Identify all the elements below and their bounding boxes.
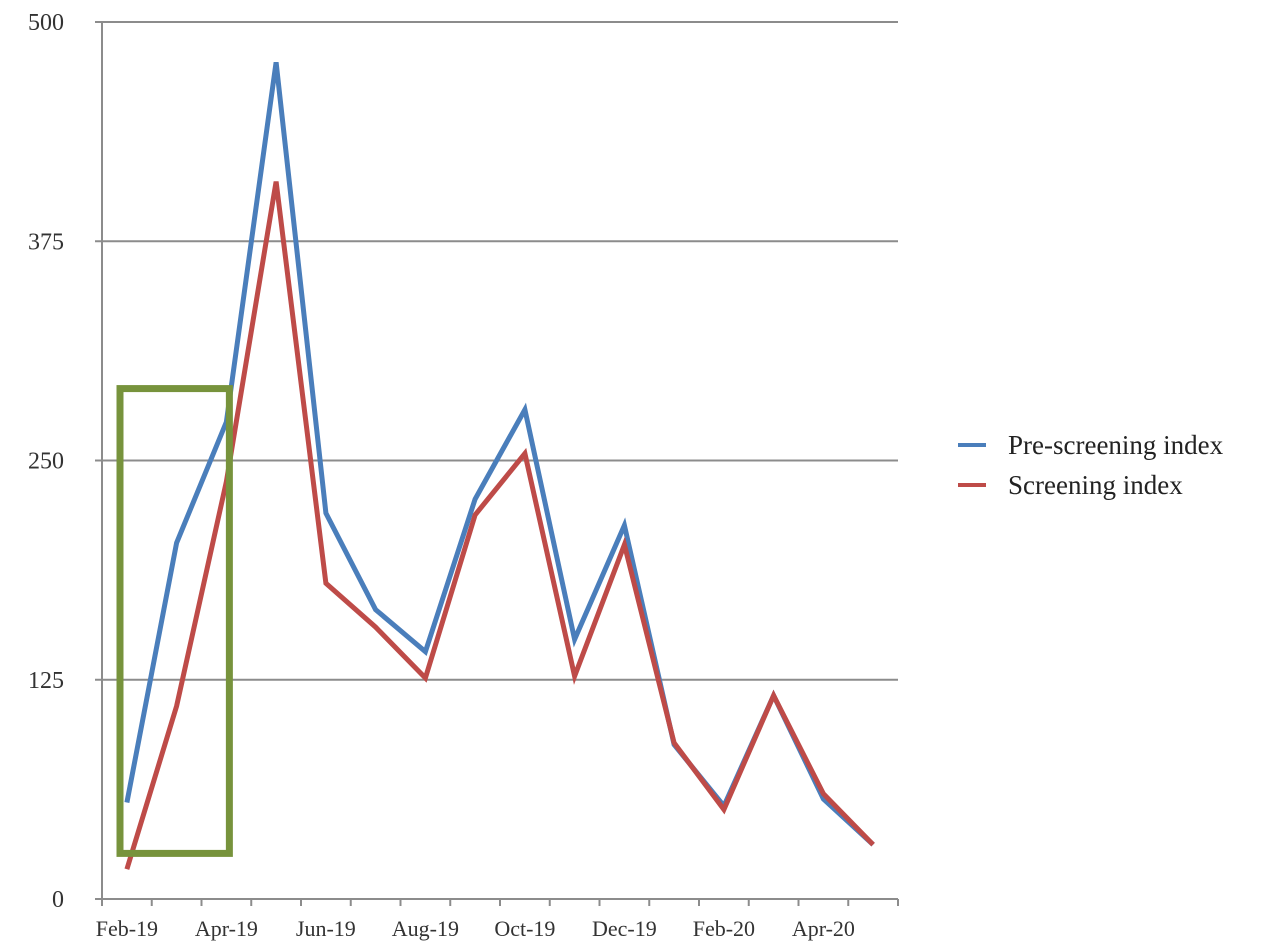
highlight-box <box>116 385 233 857</box>
legend-swatch-pre-screening <box>958 443 986 447</box>
legend-item-pre-screening: Pre-screening index <box>958 425 1223 465</box>
y-tick-label: 500 <box>28 10 64 36</box>
x-tick-label: Oct-19 <box>494 916 555 941</box>
x-tick-label: Apr-19 <box>195 916 258 941</box>
x-tick-label: Dec-19 <box>592 916 657 941</box>
y-tick-label: 0 <box>52 887 64 913</box>
x-tick-label: Aug-19 <box>392 916 459 941</box>
x-tick-label: Feb-19 <box>96 916 158 941</box>
x-axis-ticks: Feb-19 Apr-19 Jun-19 Aug-19 Oct-19 Dec-19 Feb-… <box>96 899 899 941</box>
legend-label-pre-screening: Pre-screening index <box>1008 429 1224 460</box>
y-axis-ticks: 0 125 250 375 500 <box>28 10 102 913</box>
gridlines <box>102 21 898 681</box>
legend-item-screening: Screening index <box>958 465 1223 505</box>
y-tick-label: 375 <box>28 229 64 255</box>
y-tick-label: 250 <box>28 449 64 475</box>
x-tick-label: Jun-19 <box>296 916 356 941</box>
x-tick-label: Feb-20 <box>693 916 755 941</box>
legend: Pre-screening index Screening index <box>958 425 1223 505</box>
y-tick-label: 125 <box>28 668 64 694</box>
x-tick-label: Apr-20 <box>792 916 855 941</box>
series-lines <box>124 61 875 870</box>
legend-swatch-screening <box>958 483 986 487</box>
series-line-screening <box>124 181 875 870</box>
annotations <box>116 385 233 857</box>
legend-label-screening: Screening index <box>1008 469 1183 500</box>
